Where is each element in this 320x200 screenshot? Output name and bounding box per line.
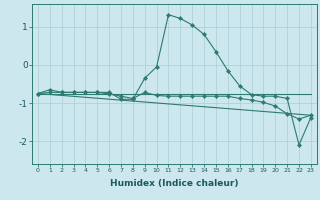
X-axis label: Humidex (Indice chaleur): Humidex (Indice chaleur)	[110, 179, 239, 188]
